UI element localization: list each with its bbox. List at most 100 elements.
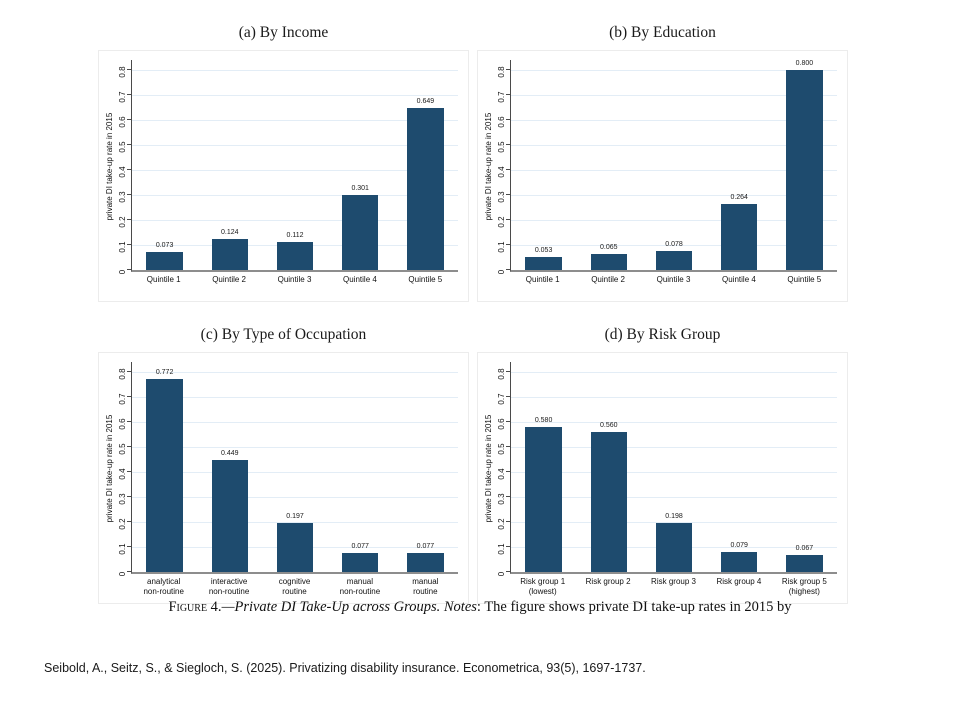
gridline xyxy=(132,396,458,398)
panel-d-title: (d) By Risk Group xyxy=(604,326,721,343)
bar-4 xyxy=(720,204,758,270)
bar-value-label: 0.197 xyxy=(286,512,304,520)
y-axis-title: private DI take-up rate in 2015 xyxy=(484,414,493,523)
x-label-2: Quintile 2 xyxy=(591,275,625,284)
bar-5 xyxy=(407,552,444,572)
bar-value-label: 0.065 xyxy=(600,243,618,251)
y-tick-label-0.8: 0.8 xyxy=(497,66,506,78)
bar-group-1: 0.580 xyxy=(511,362,576,572)
gridline xyxy=(511,446,837,448)
bar-value-label: 0.264 xyxy=(730,194,748,201)
panel-a-title: (a) By Income xyxy=(238,24,329,41)
y-tick-label-0.7: 0.7 xyxy=(118,91,127,103)
y-tick-mark xyxy=(127,244,132,245)
bar-value-label: 0.124 xyxy=(221,229,239,236)
gridline xyxy=(132,119,458,121)
y-tick-label-0.5: 0.5 xyxy=(497,443,506,455)
panel-c-by-occupation: (c) By Type of Occupation private DI tak… xyxy=(98,326,469,604)
bar-group-3: 0.078 xyxy=(641,60,706,270)
panel-b-title: (b) By Education xyxy=(609,24,716,41)
y-tick-label-0.1: 0.1 xyxy=(118,543,127,555)
bar-value-label: 0.301 xyxy=(351,184,369,192)
bar-4 xyxy=(341,552,379,572)
figure-number: Figure 4. xyxy=(168,599,222,615)
bar-value-label: 0.580 xyxy=(534,417,553,424)
y-tick-label-0.3: 0.3 xyxy=(118,493,127,505)
y-tick-label-0.6: 0.6 xyxy=(497,418,506,430)
y-tick-mark xyxy=(127,571,132,572)
gridline xyxy=(132,219,458,221)
bar-value-label: 0.053 xyxy=(534,246,553,254)
y-tick-label-0: 0 xyxy=(118,269,127,275)
plot-area: 0.053 0.065 0.078 0.264 0.800 xyxy=(506,60,837,272)
bar-value-label: 0.077 xyxy=(351,542,369,550)
bar-group-2: 0.449 xyxy=(197,362,262,572)
gridline xyxy=(132,371,458,373)
gridline xyxy=(511,471,837,473)
x-label-4: Quintile 4 xyxy=(343,275,377,284)
panel-c-title: (c) By Type of Occupation xyxy=(200,326,367,343)
y-axis-title-column: private DI take-up rate in 2015 xyxy=(103,60,116,273)
bar-2 xyxy=(590,432,628,572)
y-tick-mark xyxy=(127,144,132,145)
x-axis-labels: Risk group 1 (lowest) Risk group 2 Risk gr… xyxy=(510,577,837,596)
y-tick-label-0.3: 0.3 xyxy=(497,493,506,505)
y-tick-mark xyxy=(127,546,132,547)
bar-group-5: 0.649 xyxy=(393,60,458,270)
y-tick-mark xyxy=(127,446,132,447)
y-tick-mark xyxy=(127,194,132,195)
panel-a-graph: private DI take-up rate in 2015 0 0.1 0.2 0… xyxy=(98,50,469,302)
figure-caption: Figure 4.—Private DI Take-Up across Grou… xyxy=(0,599,960,616)
bar-4 xyxy=(341,194,379,270)
gridline xyxy=(132,169,458,171)
bar-5 xyxy=(407,107,444,270)
gridline xyxy=(511,119,837,121)
figure-caption-text: : The figure shows private DI take-up ra… xyxy=(476,599,792,615)
gridline xyxy=(132,421,458,423)
gridline xyxy=(511,144,837,146)
panel-d-graph: private DI take-up rate in 2015 0 0.1 0.2 0… xyxy=(477,352,848,604)
bar-group-1: 0.772 xyxy=(132,362,197,572)
gridline xyxy=(511,169,837,171)
bar-group-4: 0.077 xyxy=(328,362,393,572)
bar-value-label: 0.079 xyxy=(730,542,748,550)
gridline xyxy=(511,244,837,246)
y-tick-label-0: 0 xyxy=(497,269,506,275)
y-tick-mark xyxy=(506,496,511,497)
x-axis-labels: Quintile 1 Quintile 2 Quintile 3 Quintile 4… xyxy=(131,275,458,285)
y-tick-mark xyxy=(506,571,511,572)
y-axis-title-column: private DI take-up rate in 2015 xyxy=(482,362,495,575)
y-tick-label-0.7: 0.7 xyxy=(118,393,127,405)
y-tick-label-0.7: 0.7 xyxy=(497,91,506,103)
y-tick-mark xyxy=(506,169,511,170)
y-tick-label-0.8: 0.8 xyxy=(497,368,506,380)
x-label-1: analytical non-routine xyxy=(143,577,184,596)
y-axis-ticks: 0 0.1 0.2 0.3 0.4 0.5 0.6 0.7 0.8 xyxy=(495,60,510,274)
y-tick-label-0.2: 0.2 xyxy=(118,216,127,228)
y-tick-label-0.4: 0.4 xyxy=(118,166,127,178)
y-axis-title: private DI take-up rate in 2015 xyxy=(105,112,114,221)
panel-grid: (a) By Income private DI take-up rate in… xyxy=(98,24,848,604)
y-tick-mark xyxy=(506,144,511,145)
gridline xyxy=(511,496,837,498)
gridline xyxy=(511,521,837,523)
bar-value-label: 0.449 xyxy=(221,449,239,457)
y-tick-mark xyxy=(506,219,511,220)
bar-1 xyxy=(146,379,183,572)
gridline xyxy=(511,396,837,398)
y-tick-mark xyxy=(506,471,511,472)
x-label-2: Risk group 2 xyxy=(585,577,631,586)
y-axis-title: private DI take-up rate in 2015 xyxy=(484,112,493,221)
bar-group-3: 0.198 xyxy=(641,362,706,572)
y-tick-label-0.1: 0.1 xyxy=(118,241,127,253)
y-tick-mark xyxy=(127,521,132,522)
panel-b-graph: private DI take-up rate in 2015 0 0.1 0.2 0… xyxy=(477,50,848,302)
bar-group-5: 0.067 xyxy=(772,362,837,572)
y-tick-label-0: 0 xyxy=(118,571,127,577)
y-tick-label-0.4: 0.4 xyxy=(497,468,506,480)
panel-c-graph: private DI take-up rate in 2015 0 0.1 0.2 0… xyxy=(98,352,469,604)
bar-3 xyxy=(655,522,693,572)
y-tick-label-0.2: 0.2 xyxy=(497,216,506,228)
bars-layer: 0.073 0.124 0.112 0.301 0.649 xyxy=(132,60,458,270)
bar-group-2: 0.065 xyxy=(576,60,641,270)
